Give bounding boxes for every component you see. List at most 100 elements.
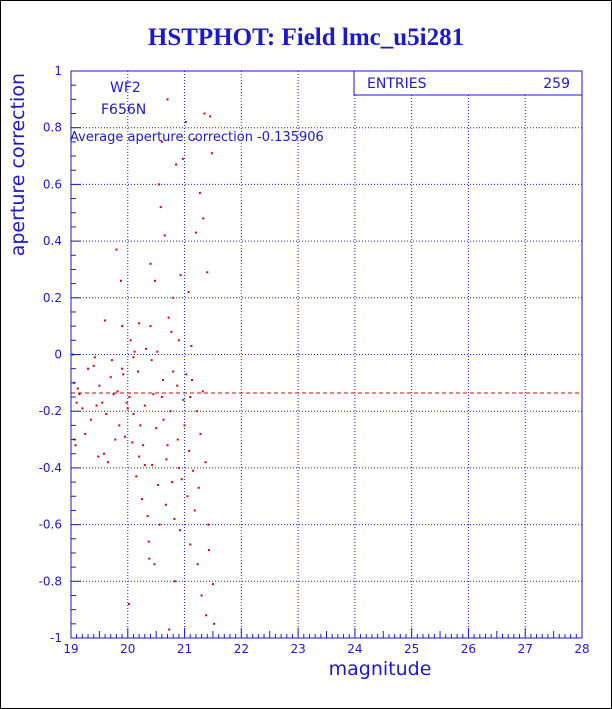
data-point	[167, 316, 170, 319]
data-point	[154, 279, 157, 282]
data-point	[210, 152, 213, 155]
data-point	[207, 523, 210, 526]
data-point	[140, 498, 143, 501]
data-point	[109, 376, 112, 379]
data-point	[116, 390, 119, 393]
data-point	[110, 359, 113, 362]
data-point	[185, 373, 188, 376]
data-point	[118, 424, 121, 427]
data-point	[144, 347, 147, 350]
y-tick-label: -0.4	[39, 461, 62, 475]
y-tick-label: -0.8	[39, 574, 62, 588]
x-tick-label: 22	[234, 642, 249, 656]
data-point	[104, 319, 107, 322]
axes: 19 20 21 22 23 24 25 26 27 28 -1 -0.8 -0.6 -0.4 -0.2 0 0…	[7, 64, 590, 680]
data-point	[119, 279, 122, 282]
data-point	[194, 231, 197, 234]
data-point	[102, 452, 105, 455]
data-point	[132, 413, 135, 416]
data-point	[177, 466, 180, 469]
data-point	[172, 296, 175, 299]
data-point	[169, 410, 172, 413]
data-point	[106, 461, 109, 464]
filter-label: F656N	[101, 102, 146, 118]
data-point	[184, 121, 187, 124]
x-tick-label: 27	[518, 642, 533, 656]
data-point	[173, 517, 176, 520]
data-point	[172, 370, 175, 373]
data-point	[143, 464, 146, 467]
data-point	[186, 495, 189, 498]
data-point	[161, 379, 164, 382]
data-point	[202, 217, 205, 220]
data-point	[139, 424, 142, 427]
x-tick-label: 24	[347, 642, 362, 656]
y-tick-label: 0.4	[43, 234, 62, 248]
data-point	[190, 379, 193, 382]
data-point	[147, 540, 150, 543]
data-point	[201, 390, 204, 393]
data-point	[211, 583, 214, 586]
data-point	[199, 432, 202, 435]
data-point	[173, 580, 176, 583]
data-point	[188, 449, 191, 452]
data-point	[95, 404, 98, 407]
data-point	[132, 356, 135, 359]
stats-box	[353, 70, 583, 96]
data-point	[146, 515, 149, 518]
data-point	[209, 115, 212, 118]
data-point	[152, 393, 155, 396]
data-point	[193, 509, 196, 512]
data-point	[176, 384, 179, 387]
stats-entries-label: ENTRIES	[367, 76, 427, 92]
data-point	[75, 401, 78, 404]
data-point	[175, 163, 178, 166]
x-tick-label: 28	[574, 642, 589, 656]
overlays: ENTRIES 259 WF2 F656N Average aperture corre…	[70, 70, 583, 145]
data-point	[149, 325, 152, 328]
x-tick-label: 23	[290, 642, 305, 656]
data-point	[176, 438, 179, 441]
data-point	[87, 367, 90, 370]
data-point	[129, 339, 132, 342]
data-point	[136, 370, 139, 373]
data-point	[114, 438, 117, 441]
data-point	[166, 444, 169, 447]
data-point	[159, 206, 162, 209]
data-point	[203, 112, 206, 115]
data-point	[127, 602, 130, 605]
data-point	[170, 330, 173, 333]
data-point	[121, 325, 124, 328]
data-point	[156, 350, 159, 353]
data-point	[197, 486, 200, 489]
data-point	[138, 322, 141, 325]
data-point	[151, 464, 154, 467]
y-tick-label: 0.2	[43, 291, 62, 305]
stats-entries-value: 259	[543, 76, 570, 92]
data-point	[128, 396, 131, 399]
data-point	[206, 271, 209, 274]
data-point	[177, 339, 180, 342]
detector-label: WF2	[110, 80, 141, 96]
data-point	[149, 262, 152, 265]
x-axis-label: magnitude	[329, 658, 432, 680]
data-point	[81, 407, 84, 410]
y-tick-label: -1	[50, 631, 62, 645]
data-point	[164, 503, 167, 506]
x-tick-label: 19	[63, 642, 78, 656]
data-point	[162, 418, 165, 421]
data-point	[207, 549, 210, 552]
data-point	[198, 191, 201, 194]
data-point	[84, 432, 87, 435]
y-tick-label: 0.6	[43, 177, 62, 191]
data-point	[192, 469, 195, 472]
data-point	[213, 622, 216, 625]
data-point	[98, 384, 101, 387]
y-tick-label: 1	[54, 64, 62, 78]
data-point	[123, 435, 126, 438]
grid	[71, 71, 582, 638]
data-point	[190, 344, 193, 347]
data-point	[126, 407, 129, 410]
y-axis-label: aperture correction	[7, 73, 29, 256]
x-tick-label: 20	[120, 642, 135, 656]
